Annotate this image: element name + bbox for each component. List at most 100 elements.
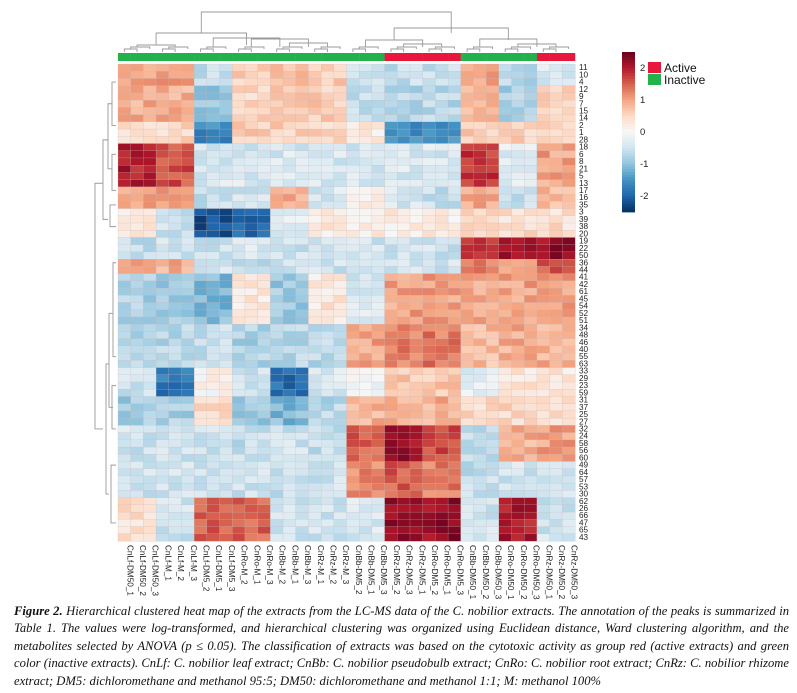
heatmap-cell	[143, 461, 157, 470]
heatmap-cell	[371, 446, 386, 455]
heatmap-cell	[409, 511, 424, 520]
heatmap-cell	[359, 446, 373, 455]
heatmap-cell	[117, 389, 132, 397]
heatmap-cell	[320, 396, 335, 405]
heatmap-cell	[117, 266, 132, 275]
heatmap-cell	[117, 432, 132, 441]
heatmap-cell	[371, 63, 386, 72]
heatmap-cell	[549, 165, 563, 173]
heatmap-cell	[511, 237, 525, 246]
column-label: CnRo-DM5_1	[443, 545, 452, 595]
heatmap-cell	[270, 490, 284, 499]
heatmap-cell	[320, 367, 335, 376]
heatmap-cell	[206, 78, 220, 87]
heatmap-cell	[270, 244, 284, 253]
heatmap-cell	[206, 121, 220, 130]
heatmap-cell	[194, 100, 208, 108]
heatmap-cell	[232, 71, 246, 79]
heatmap-cell	[447, 295, 462, 303]
heatmap-cell	[130, 222, 144, 231]
heatmap-cell	[333, 136, 347, 144]
heatmap-cell	[409, 403, 424, 412]
heatmap-cell	[130, 439, 144, 448]
heatmap-cell	[498, 128, 512, 137]
heatmap-cell	[384, 85, 398, 94]
heatmap-cell	[409, 374, 424, 383]
heatmap-cell	[143, 157, 157, 166]
heatmap-cell	[447, 324, 462, 332]
heatmap-cell	[498, 410, 512, 419]
heatmap-cell	[486, 352, 500, 361]
heatmap-cell	[460, 92, 474, 101]
heatmap-cell	[524, 85, 538, 94]
heatmap-cell	[143, 244, 157, 253]
heatmap-cell	[181, 201, 195, 209]
heatmap-cell	[460, 114, 474, 123]
heatmap-cell	[409, 150, 424, 159]
heatmap-cell	[562, 410, 576, 419]
heatmap-cell	[117, 468, 132, 477]
heatmap-cell	[549, 324, 563, 332]
annotation-cell-active	[536, 53, 550, 61]
heatmap-cell	[181, 381, 195, 390]
heatmap-cell	[524, 338, 538, 347]
heatmap-cell	[498, 244, 512, 253]
heatmap-cell	[257, 201, 271, 209]
heatmap-cell	[549, 237, 563, 246]
heatmap-cell	[117, 504, 132, 513]
legend-label-active: Active	[664, 61, 697, 75]
annotation-cell-inactive	[473, 53, 487, 61]
heatmap-cell	[422, 186, 436, 195]
heatmap-cell	[181, 468, 195, 477]
heatmap-cell	[244, 533, 259, 542]
heatmap-cell	[473, 352, 487, 361]
heatmap-cell	[143, 136, 157, 144]
heatmap-cell	[435, 92, 449, 101]
heatmap-cell	[473, 410, 487, 419]
heatmap-cell	[524, 446, 538, 455]
color-scale-segment	[622, 108, 635, 112]
heatmap-cell	[168, 331, 182, 340]
heatmap-cell	[155, 215, 170, 224]
heatmap-cell	[359, 287, 373, 296]
heatmap-cell	[143, 78, 157, 87]
heatmap-cell	[397, 107, 411, 116]
heatmap-cell	[333, 338, 347, 347]
heatmap-cell	[181, 71, 195, 79]
heatmap-cell	[181, 78, 195, 87]
heatmap-cell	[244, 475, 259, 484]
heatmap-cell	[409, 526, 424, 535]
heatmap-cell	[206, 259, 220, 267]
heatmap-cell	[295, 150, 309, 159]
dendrogram-link	[105, 363, 109, 495]
heatmap-cell	[194, 201, 208, 209]
heatmap-cell	[384, 266, 398, 275]
heatmap-cell	[397, 150, 411, 159]
heatmap-cell	[384, 475, 398, 484]
heatmap-cell	[435, 461, 449, 470]
heatmap-cell	[359, 114, 373, 123]
heatmap-cell	[346, 215, 360, 224]
heatmap-cell	[181, 511, 195, 520]
heatmap-cell	[562, 324, 576, 332]
heatmap-cell	[511, 352, 525, 361]
heatmap-cell	[359, 136, 373, 144]
heatmap-figure: 1110412971514212818682151317163533938201…	[94, 11, 706, 600]
heatmap-cell	[232, 396, 246, 405]
heatmap-cell	[536, 215, 551, 224]
heatmap-cell	[409, 266, 424, 275]
heatmap-cell	[270, 526, 284, 535]
heatmap-cell	[486, 208, 500, 217]
heatmap-cell	[282, 78, 297, 87]
heatmap-cell	[130, 193, 144, 202]
heatmap-cell	[359, 324, 373, 332]
heatmap-cell	[460, 389, 474, 397]
heatmap-cell	[498, 403, 512, 412]
heatmap-cell	[270, 360, 284, 368]
heatmap-cell	[143, 295, 157, 303]
heatmap-cell	[143, 439, 157, 448]
heatmap-cell	[117, 222, 132, 231]
heatmap-cell	[422, 439, 436, 448]
heatmap-cell	[219, 251, 233, 260]
heatmap-cell	[155, 280, 170, 289]
